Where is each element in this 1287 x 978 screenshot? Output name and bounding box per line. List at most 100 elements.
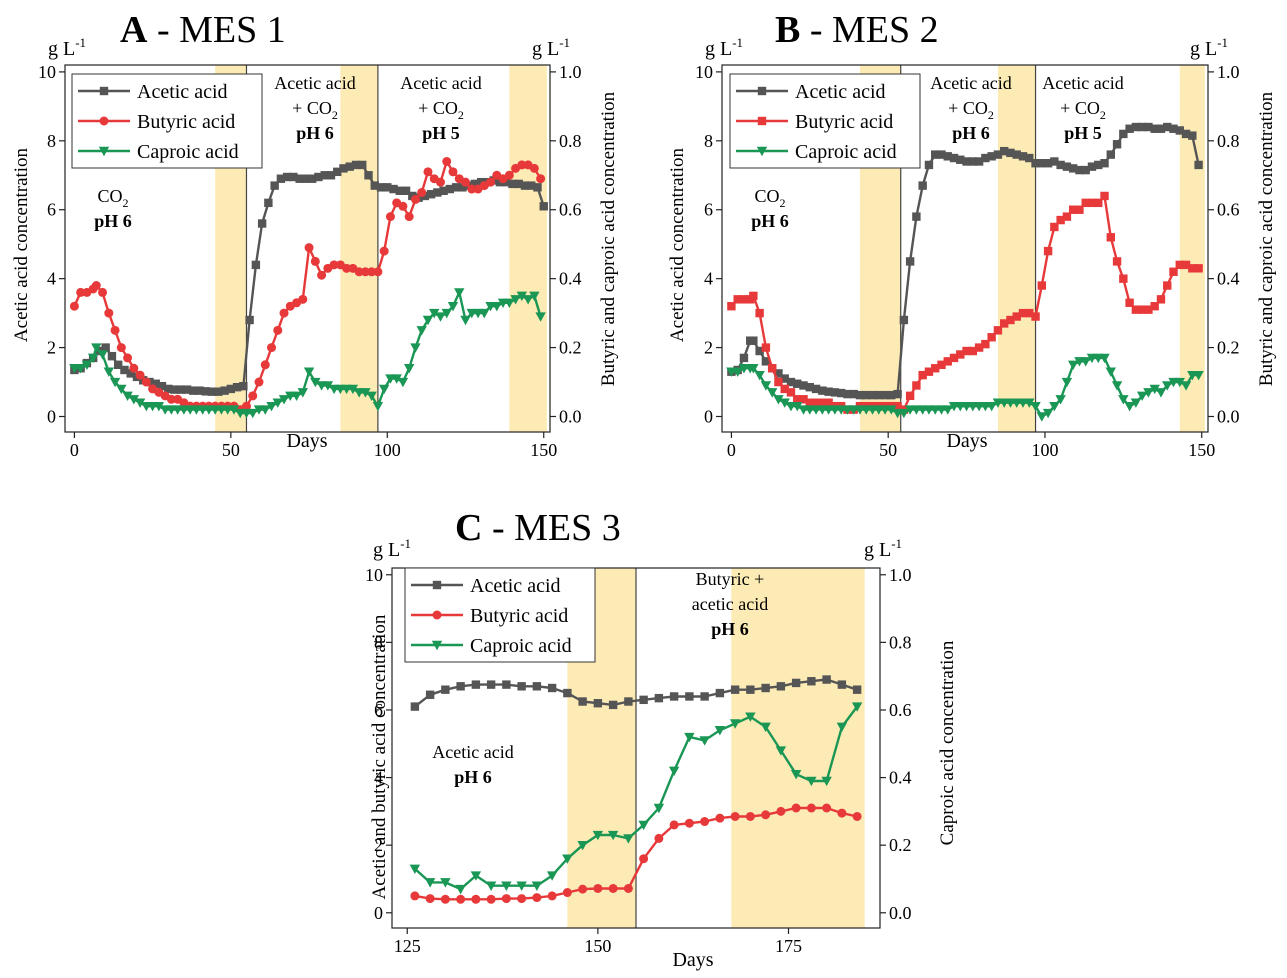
acetic-acid-point bbox=[370, 181, 379, 190]
acetic-acid-point bbox=[270, 181, 279, 190]
annotation-ph: pH 6 bbox=[751, 211, 789, 231]
annotation-ph: pH 6 bbox=[454, 767, 492, 787]
caproic-acid-point bbox=[1193, 370, 1204, 381]
butyric-acid-point bbox=[123, 353, 133, 363]
butyric-acid-point bbox=[822, 803, 832, 813]
acetic-acid-point bbox=[868, 390, 877, 400]
acetic-acid-point bbox=[749, 336, 758, 345]
caproic-acid-point bbox=[109, 377, 121, 388]
acetic-acid-point bbox=[1087, 162, 1097, 171]
legend-marker bbox=[98, 146, 110, 157]
acetic-acid-point bbox=[226, 384, 236, 394]
acetic-acid-point bbox=[943, 152, 952, 161]
caproic-acid-point bbox=[1067, 360, 1079, 371]
y2-tick-label: 0.0 bbox=[559, 406, 582, 426]
acetic-acid-point bbox=[962, 157, 971, 166]
acetic-acid-point bbox=[1031, 159, 1040, 168]
caproic-acid-point bbox=[1149, 384, 1160, 395]
x-tick-label: 0 bbox=[70, 440, 79, 460]
acetic-acid-point bbox=[1012, 150, 1021, 159]
caproic-acid-point bbox=[1105, 367, 1116, 377]
butyric-acid-point bbox=[949, 353, 959, 363]
acetic-acid-point bbox=[893, 389, 902, 399]
caproic-acid-point bbox=[87, 353, 99, 364]
x-tick-label: 150 bbox=[1188, 440, 1215, 460]
caproic-acid-point bbox=[942, 405, 953, 415]
y2-tick-label: 0.4 bbox=[889, 768, 912, 788]
butyric-acid-point bbox=[1163, 281, 1172, 290]
butyric-acid-point bbox=[931, 364, 940, 373]
acetic-acid-point bbox=[126, 369, 135, 378]
acetic-acid-point bbox=[358, 160, 367, 170]
caproic-acid-point bbox=[516, 291, 528, 302]
caproic-acid-point bbox=[760, 381, 772, 391]
butyric-acid-point bbox=[69, 301, 79, 311]
caproic-acid-point bbox=[684, 732, 695, 743]
caproic-acid-point bbox=[766, 388, 778, 398]
acetic-acid-point bbox=[755, 346, 764, 356]
acetic-acid-point bbox=[822, 675, 831, 684]
acetic-acid-point bbox=[245, 315, 254, 325]
caproic-acid-point bbox=[775, 746, 787, 756]
butyric-acid-point bbox=[423, 167, 433, 177]
acetic-acid-point bbox=[608, 700, 618, 710]
butyric-acid-point bbox=[608, 883, 618, 893]
annotation-text: + CO2 bbox=[1060, 98, 1106, 122]
caproic-acid-point bbox=[1162, 381, 1173, 391]
acetic-acid-point bbox=[563, 688, 572, 698]
acetic-acid-point bbox=[1194, 160, 1203, 170]
caproic-acid-point bbox=[851, 702, 863, 712]
y2-axis-label: Butyric and caproic acid concentration bbox=[598, 91, 619, 386]
acetic-acid-point bbox=[780, 374, 789, 383]
y-axis-label: Acetic acid concentration bbox=[667, 147, 688, 342]
caproic-acid-point bbox=[510, 295, 521, 305]
legend-label: Butyric acid bbox=[137, 111, 235, 133]
acetic-acid-point bbox=[1037, 159, 1047, 168]
butyric-acid-point bbox=[486, 894, 496, 904]
butyric-acid-point bbox=[943, 357, 952, 366]
y2-tick-label: 0.2 bbox=[559, 338, 582, 358]
acetic-acid-point bbox=[730, 685, 740, 694]
butyric-acid-point bbox=[373, 267, 383, 277]
acetic-acid-point bbox=[786, 377, 796, 387]
butyric-acid-point bbox=[774, 377, 783, 387]
butyric-acid-point bbox=[342, 263, 352, 273]
butyric-acid-point bbox=[639, 854, 649, 864]
butyric-acid-point bbox=[129, 363, 139, 373]
acetic-acid-point bbox=[899, 315, 909, 325]
acetic-acid-point bbox=[739, 353, 749, 363]
acetic-acid-point bbox=[931, 150, 940, 159]
acetic-acid-point bbox=[517, 682, 526, 691]
caproic-acid-point bbox=[562, 854, 573, 864]
annotation-text: Acetic acid bbox=[400, 73, 481, 93]
y2-tick-label: 0.8 bbox=[1217, 131, 1240, 151]
annotation-text: acetic acid bbox=[692, 594, 768, 614]
y2-tick-label: 1.0 bbox=[559, 62, 582, 82]
caproic-acid-point bbox=[714, 726, 726, 736]
left-unit-label: g L-1 bbox=[705, 35, 743, 60]
x-axis-label: Days bbox=[672, 949, 713, 971]
acetic-acid-point bbox=[408, 191, 417, 201]
caproic-acid-point bbox=[1180, 381, 1192, 391]
acetic-acid-point bbox=[433, 188, 442, 197]
butyric-acid-point bbox=[824, 398, 833, 407]
acetic-acid-point bbox=[1100, 159, 1109, 168]
panel-title-letter: B bbox=[775, 9, 800, 51]
y-tick-label: 4 bbox=[704, 269, 713, 289]
butyric-acid-point bbox=[786, 388, 796, 397]
caproic-acid-point bbox=[1155, 388, 1167, 398]
butyric-acid-point bbox=[1050, 222, 1059, 232]
legend-entry: Acetic acid bbox=[78, 81, 228, 103]
acetic-acid-point bbox=[685, 692, 694, 701]
acetic-acid-point bbox=[937, 150, 946, 159]
butyric-acid-point bbox=[937, 360, 946, 370]
caproic-acid-point bbox=[260, 405, 271, 415]
butyric-acid-point bbox=[536, 174, 546, 184]
legend-entry: Butyric acid bbox=[78, 111, 235, 133]
butyric-acid-point bbox=[1100, 191, 1109, 201]
acetic-acid-point bbox=[1006, 148, 1015, 158]
caproic-acid-point bbox=[266, 401, 277, 412]
butyric-acid-point bbox=[1156, 295, 1166, 304]
butyric-acid-point bbox=[767, 364, 777, 373]
